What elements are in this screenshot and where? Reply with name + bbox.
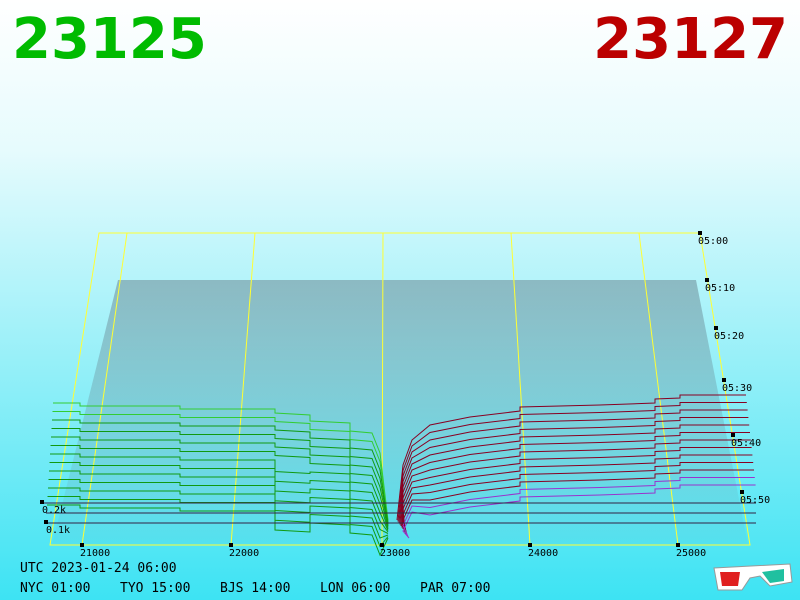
axis-labels: 21000 22000 23000 24000 25000 05:00 05:10 05:20… — [40, 231, 770, 559]
bid-curve — [51, 428, 389, 525]
ask-curve — [399, 417, 749, 525]
zone-time: PAR 07:00 — [420, 581, 490, 596]
tick-dot — [40, 500, 44, 504]
tick-dot — [676, 543, 680, 547]
depth-curves — [44, 394, 756, 557]
bid-curve — [47, 496, 389, 548]
price-label: 21000 — [80, 548, 110, 559]
price-label: 22000 — [229, 548, 259, 559]
bid-curve — [48, 479, 389, 534]
ask-curve — [398, 409, 748, 524]
bid-curve — [48, 487, 389, 539]
tick-dot — [714, 326, 718, 330]
cyan-lens — [762, 569, 784, 583]
zone-time: TYO 15:00 — [120, 581, 190, 596]
tick-dot — [528, 543, 532, 547]
qty-label: 0.2k — [42, 505, 66, 516]
ask-curve — [401, 432, 750, 528]
utc-time: UTC 2023-01-24 06:00 — [20, 561, 177, 576]
depth-shadow — [52, 280, 748, 545]
tick-dot — [380, 543, 384, 547]
ask-curve — [402, 477, 755, 537]
time-label: 05:40 — [731, 438, 761, 449]
bid-curve — [53, 402, 389, 521]
bid-curve — [50, 453, 389, 530]
bid-curve — [52, 411, 389, 522]
bid-curve — [49, 462, 389, 531]
price-label: 25000 — [676, 548, 706, 559]
qty-label: 0.1k — [46, 525, 70, 536]
tick-dot — [80, 543, 84, 547]
ask-curve — [402, 469, 754, 536]
price-grid-line — [510, 232, 531, 546]
tick-dot — [722, 378, 726, 382]
bid-curve — [49, 470, 389, 533]
bid-curve — [51, 436, 389, 527]
ask-curve — [396, 394, 746, 521]
ask-curve — [402, 439, 751, 529]
price-grid-line — [230, 232, 256, 546]
tick-dot — [698, 231, 702, 235]
tick-dot — [740, 490, 744, 494]
bid-curve — [47, 504, 389, 557]
bid-curve — [52, 419, 389, 524]
bid-price: 23125 — [12, 7, 207, 72]
zone-time: LON 06:00 — [320, 581, 390, 596]
tick-dot — [229, 543, 233, 547]
tick-dot — [44, 520, 48, 524]
ask-curve — [402, 454, 753, 533]
ask-curve — [397, 402, 747, 522]
3d-glasses-icon[interactable] — [713, 563, 793, 591]
price-grid-line — [638, 232, 679, 546]
price-grid-line — [81, 232, 128, 546]
ask-curve — [402, 447, 752, 531]
bid-curve — [50, 445, 389, 528]
time-label: 05:30 — [722, 383, 752, 394]
zone-time: BJS 14:00 — [220, 581, 290, 596]
time-label: 05:50 — [740, 495, 770, 506]
time-label: 05:00 — [698, 236, 728, 247]
grid-frame — [49, 232, 751, 546]
time-label: 05:20 — [714, 331, 744, 342]
ask-curve — [400, 424, 750, 527]
price-label: 24000 — [528, 548, 558, 559]
red-lens — [720, 572, 740, 586]
tick-dot — [705, 278, 709, 282]
time-zones: NYC 01:00 TYO 15:00 BJS 14:00 LON 06:00 PAR … — [20, 581, 490, 596]
ask-price: 23127 — [593, 7, 788, 72]
tick-dot — [731, 433, 735, 437]
time-label: 05:10 — [705, 283, 735, 294]
zone-time: NYC 01:00 — [20, 581, 90, 596]
price-label: 23000 — [380, 548, 410, 559]
ask-curve — [402, 462, 754, 534]
ask-curve — [402, 484, 756, 539]
